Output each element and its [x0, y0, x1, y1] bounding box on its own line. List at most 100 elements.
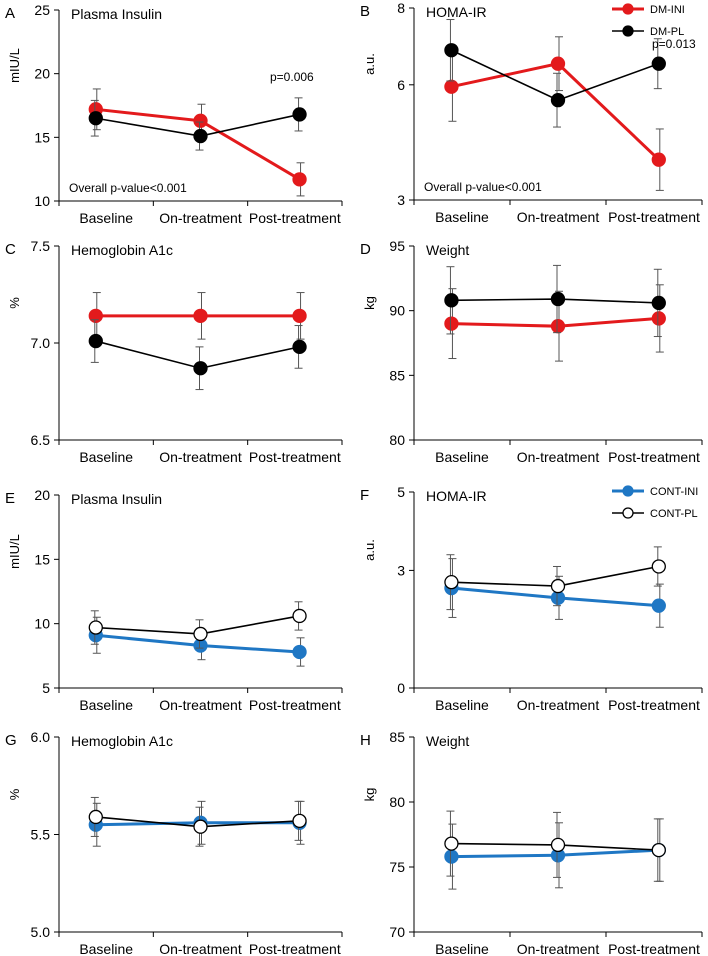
y-tick-label: 85: [389, 729, 405, 745]
y-tick-label: 70: [389, 924, 405, 940]
data-point: [88, 333, 103, 349]
data-point: [550, 837, 566, 853]
data-point: [651, 295, 666, 311]
x-tick-label: On-treatment: [517, 209, 600, 225]
x-tick-label: Post-treatment: [249, 449, 341, 465]
x-tick-label: Baseline: [435, 697, 489, 713]
y-axis-label: %: [7, 297, 22, 309]
data-point: [651, 311, 666, 326]
panel-letter: F: [360, 487, 369, 504]
y-tick-label: 5.5: [31, 827, 51, 843]
chart-title: HOMA-IR: [426, 4, 487, 20]
y-tick-label: 5.0: [31, 924, 51, 940]
panel-letter: A: [5, 5, 15, 22]
series-cont-ini: [444, 818, 666, 890]
legend-label: DM-PL: [650, 26, 684, 38]
data-point: [193, 361, 208, 376]
x-tick-label: Baseline: [79, 941, 133, 956]
x-tick-label: On-treatment: [159, 449, 242, 465]
legend-marker: [622, 3, 634, 15]
chart-title: Hemoglobin A1c: [71, 242, 173, 258]
data-point: [193, 113, 208, 128]
y-axis-label: mIU/L: [7, 48, 22, 83]
data-point: [193, 128, 208, 144]
data-point: [651, 559, 666, 574]
data-point: [292, 608, 307, 624]
data-point: [292, 813, 307, 828]
y-axis-label: kg: [362, 296, 377, 310]
data-point: [88, 111, 103, 126]
y-tick-label: 5: [42, 680, 50, 696]
data-point: [444, 79, 459, 94]
panel-g: 5.0 5.5 6.0 Baseline On-treatment Post-treatm…: [5, 729, 343, 956]
series-cont-pl: [444, 810, 666, 882]
panel-letter: C: [5, 241, 16, 258]
data-point: [292, 172, 307, 187]
y-tick-label: 7.0: [31, 335, 51, 351]
legend-label: CONT-PL: [650, 508, 698, 520]
data-point: [292, 308, 307, 323]
data-point: [444, 836, 459, 851]
series-line: [451, 62, 660, 161]
series-dm-pl: [444, 19, 666, 128]
overall-p-annotation: Overall p-value<0.001: [69, 181, 187, 195]
p-value-annotation: p=0.013: [652, 37, 696, 51]
y-tick-label: 7.5: [31, 238, 51, 254]
series-dm-pl: [88, 319, 307, 391]
x-tick-label: On-treatment: [159, 210, 242, 226]
x-tick-label: Post-treatment: [249, 697, 341, 713]
x-tick-label: Post-treatment: [608, 941, 700, 956]
data-point: [550, 590, 566, 605]
panel-d: 80 85 90 95 Baseline On-treatment Post-treatme…: [360, 238, 703, 465]
data-point: [292, 339, 307, 355]
data-point: [88, 620, 103, 635]
data-point: [550, 56, 566, 71]
panel-f: 0 3 5 Baseline On-treatment Post-treatment F HO…: [360, 484, 703, 713]
chart-title: Weight: [426, 242, 469, 258]
x-tick-label: Baseline: [435, 209, 489, 225]
y-tick-label: 90: [389, 303, 405, 319]
x-tick-label: On-treatment: [517, 449, 600, 465]
x-tick-label: On-treatment: [517, 941, 600, 956]
y-tick-label: 80: [389, 432, 405, 448]
y-tick-label: 10: [34, 616, 50, 632]
y-tick-label: 75: [389, 859, 405, 875]
y-axis-label: a.u.: [362, 539, 377, 561]
y-tick-label: 6.5: [31, 432, 51, 448]
x-tick-label: Post-treatment: [249, 941, 341, 956]
y-tick-label: 20: [34, 66, 50, 82]
x-tick-label: Post-treatment: [608, 209, 700, 225]
panel-letter: D: [360, 241, 371, 258]
x-tick-label: Post-treatment: [608, 449, 700, 465]
x-tick-label: On-treatment: [159, 941, 242, 956]
y-tick-label: 25: [34, 2, 50, 18]
data-point: [651, 842, 666, 858]
x-tick-label: On-treatment: [517, 697, 600, 713]
data-point: [193, 626, 208, 642]
legend-dm: DM-INI DM-PL: [612, 3, 685, 38]
y-tick-label: 95: [389, 238, 405, 254]
chart-title: HOMA-IR: [426, 488, 487, 504]
legend-marker: [622, 25, 634, 37]
data-point: [550, 291, 566, 307]
legend-label: DM-INI: [650, 4, 685, 16]
panel-h: 70 75 80 85 Baseline On-treatment Post-treatme…: [360, 729, 703, 956]
x-tick-label: Baseline: [79, 697, 133, 713]
panel-b: 3 6 8 Baseline On-treatment Post-treatment B HO…: [360, 0, 703, 225]
y-tick-label: 5: [397, 484, 405, 500]
x-tick-label: Baseline: [435, 449, 489, 465]
panel-a: 10 15 20 25 Baseline On-treatment Post-treatme…: [5, 2, 343, 226]
data-point: [444, 849, 459, 864]
x-tick-label: On-treatment: [159, 697, 242, 713]
data-point: [444, 316, 459, 331]
data-point: [444, 293, 459, 308]
y-tick-label: 15: [34, 551, 50, 567]
legend-marker: [622, 485, 634, 497]
series-cont-pl: [444, 546, 666, 611]
data-point: [651, 152, 666, 167]
chart-title: Weight: [426, 733, 469, 749]
y-axis-label: %: [7, 788, 22, 800]
series-dm-pl: [444, 264, 666, 338]
y-tick-label: 0: [397, 680, 405, 696]
